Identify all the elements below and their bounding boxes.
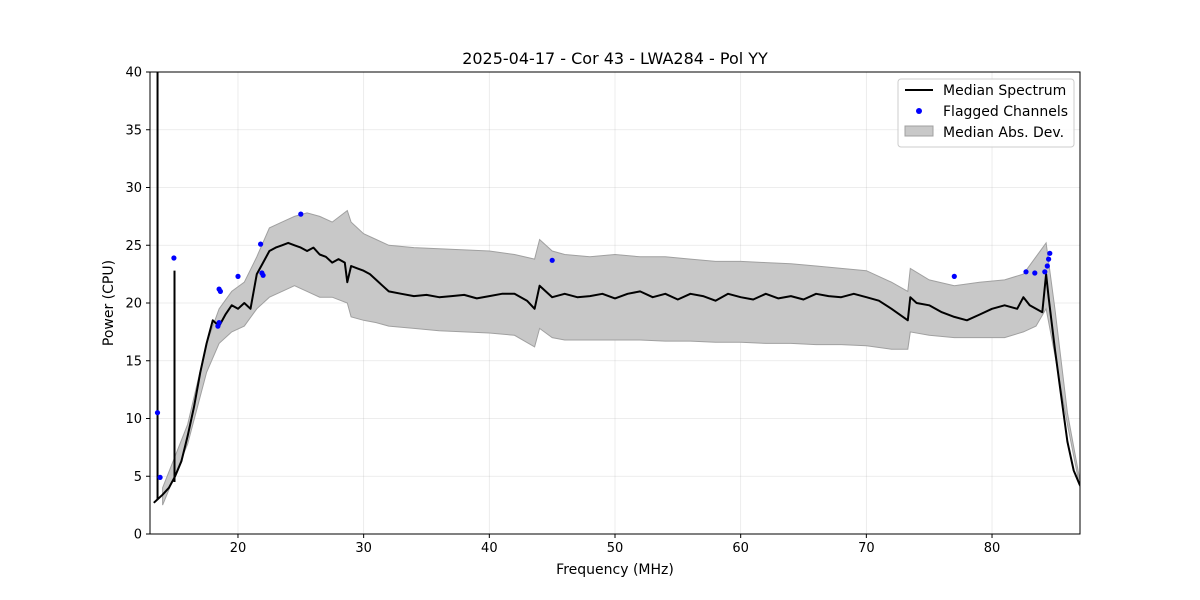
legend-label-band: Median Abs. Dev.	[943, 125, 1064, 141]
flagged-channel-point	[216, 320, 222, 326]
flagged-channel-point	[154, 410, 161, 416]
y-tick-label: 0	[134, 528, 142, 543]
y-tick-label: 20	[125, 297, 142, 312]
flagged-channel-point	[1032, 270, 1038, 276]
x-tick-label: 40	[481, 541, 498, 556]
y-tick-label: 5	[134, 470, 142, 485]
flagged-channel-point	[258, 241, 264, 247]
y-tick-label: 15	[125, 354, 142, 369]
y-tick-label: 40	[125, 66, 142, 81]
legend-label-median: Median Spectrum	[943, 83, 1066, 99]
y-axis-ticks: 0 5 10 15 20 25 30 35 40	[125, 66, 150, 543]
flagged-channel-point	[235, 273, 241, 279]
y-axis-label: Power (CPU)	[101, 260, 117, 346]
median-spectrum-line	[153, 241, 1080, 504]
flagged-channel-point	[951, 273, 957, 279]
mad-band	[162, 209, 1080, 506]
legend-label-flagged: Flagged Channels	[943, 104, 1068, 120]
flagged-channel-point	[216, 286, 222, 292]
x-tick-label: 20	[230, 541, 247, 556]
flagged-channel-point	[1042, 269, 1048, 275]
flagged-channel-point	[1044, 263, 1050, 269]
plot-area	[153, 72, 1080, 506]
flagged-channel-point	[1023, 269, 1029, 275]
legend: Median Spectrum Flagged Channels Median …	[897, 78, 1075, 148]
flagged-channel-point	[171, 255, 177, 261]
flagged-channel-point	[157, 474, 163, 480]
x-tick-label: 50	[607, 541, 624, 556]
flagged-channel-point	[549, 257, 555, 263]
flagged-points-layer	[154, 211, 1053, 480]
x-tick-label: 30	[355, 541, 372, 556]
flagged-channel-point	[1047, 250, 1053, 256]
x-axis-ticks: 20 30 40 50 60 70 80	[230, 534, 1001, 556]
flagged-channel-point	[298, 211, 304, 217]
legend-box	[897, 78, 1075, 148]
legend-point-swatch	[916, 108, 922, 114]
y-tick-label: 10	[125, 412, 142, 427]
legend-band-swatch	[904, 125, 934, 137]
flagged-channel-point	[260, 272, 266, 278]
y-tick-label: 35	[125, 123, 142, 138]
x-tick-label: 80	[984, 541, 1001, 556]
mad-band-layer	[162, 209, 1080, 506]
x-tick-label: 70	[858, 541, 875, 556]
flagged-channel-point	[1046, 256, 1052, 262]
x-tick-label: 60	[732, 541, 749, 556]
chart-title: 2025-04-17 - Cor 43 - LWA284 - Pol YY	[462, 49, 768, 68]
x-axis-label: Frequency (MHz)	[556, 562, 674, 578]
median-line-layer	[153, 72, 1080, 504]
y-tick-label: 30	[125, 181, 142, 196]
y-tick-label: 25	[125, 239, 142, 254]
